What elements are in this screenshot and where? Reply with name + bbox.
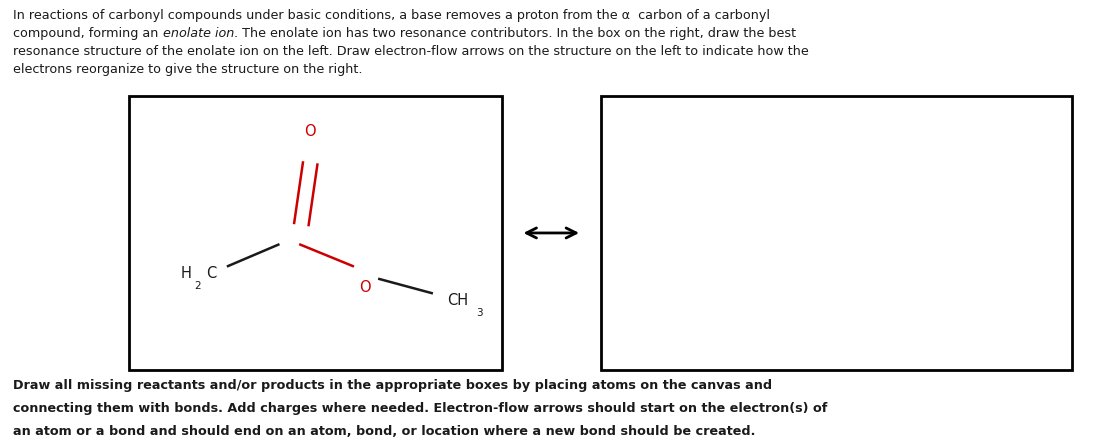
Text: H: H	[181, 266, 192, 281]
Text: In reactions of carbonyl compounds under basic conditions, a base removes a prot: In reactions of carbonyl compounds under…	[13, 9, 770, 22]
Bar	[601, 96, 1072, 370]
Text: resonance structure of the enolate ion on the left. Draw electron-flow arrows on: resonance structure of the enolate ion o…	[13, 45, 809, 58]
Text: O: O	[305, 124, 316, 139]
Text: . The enolate ion has two resonance contributors. In the box on the right, draw : . The enolate ion has two resonance cont…	[233, 27, 796, 40]
Text: connecting them with bonds. Add charges where needed. Electron-flow arrows shoul: connecting them with bonds. Add charges …	[13, 402, 827, 415]
Text: 3: 3	[476, 308, 482, 318]
Text: O: O	[359, 280, 370, 295]
Text: compound, forming an: compound, forming an	[13, 27, 162, 40]
Text: electrons reorganize to give the structure on the right.: electrons reorganize to give the structu…	[13, 63, 363, 76]
Text: C: C	[206, 266, 216, 281]
Text: Draw all missing reactants and/or products in the appropriate boxes by placing a: Draw all missing reactants and/or produc…	[13, 379, 773, 392]
Text: enolate ion: enolate ion	[162, 27, 233, 40]
Text: 2: 2	[194, 281, 201, 291]
Bar	[129, 96, 502, 370]
Text: CH: CH	[447, 293, 468, 308]
Text: an atom or a bond and should end on an atom, bond, or location where a new bond : an atom or a bond and should end on an a…	[13, 425, 755, 438]
